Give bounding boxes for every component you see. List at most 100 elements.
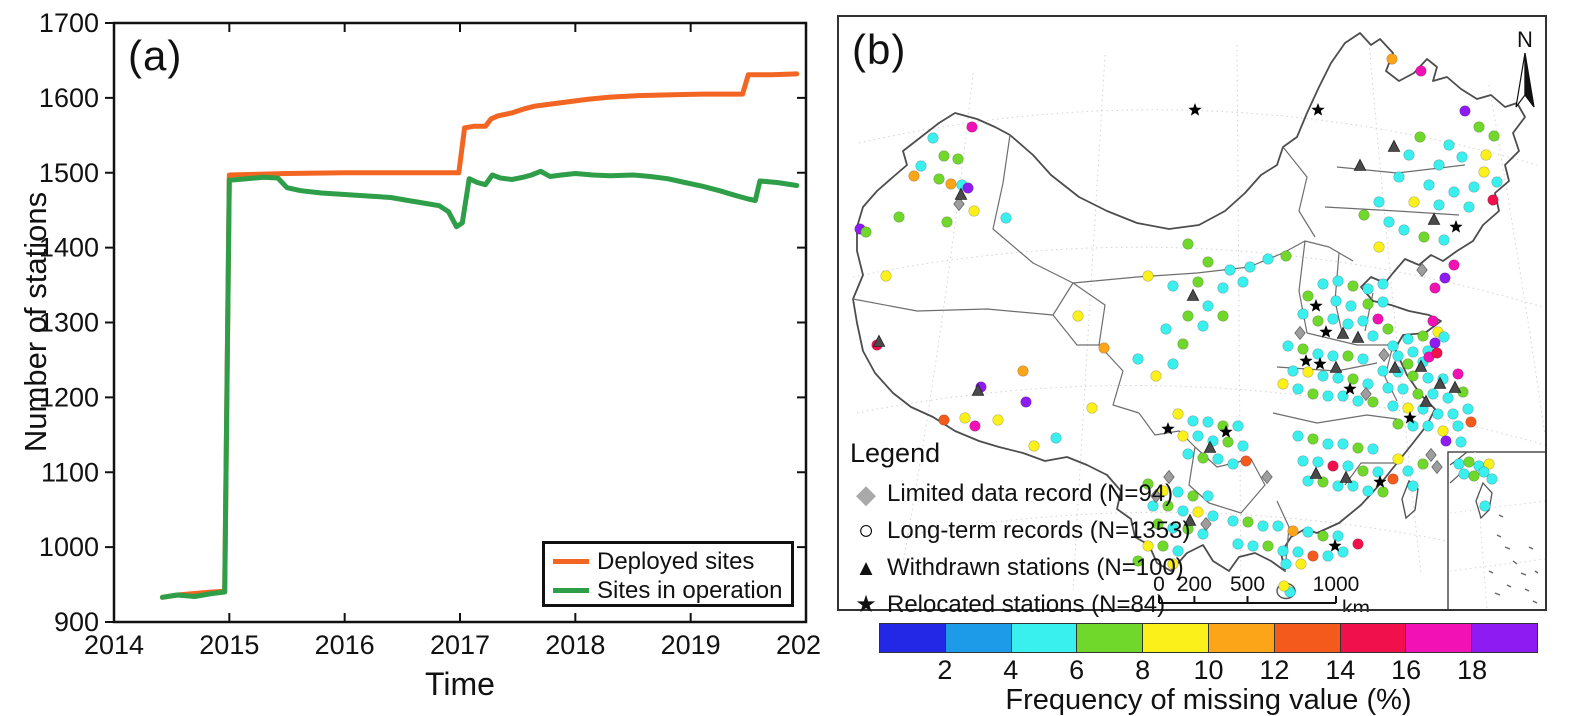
station-marker: [1459, 105, 1471, 117]
colorbar-tick-label: 2: [937, 655, 953, 685]
station-marker: [1397, 383, 1409, 395]
station-marker: [1302, 526, 1314, 538]
station-marker: [1086, 402, 1098, 414]
station-marker: [1388, 360, 1402, 373]
station-marker: [1423, 179, 1435, 191]
scale-bar-label: 0: [1153, 573, 1165, 596]
station-marker: [1465, 416, 1477, 428]
colorbar-segment: [1340, 624, 1407, 652]
station-marker: [1372, 313, 1384, 325]
station-marker: [1287, 365, 1299, 377]
station-marker: [1177, 505, 1189, 517]
station-marker: [1377, 278, 1389, 290]
station-marker: [1429, 282, 1441, 294]
station-marker: [941, 216, 953, 228]
station-marker: [1414, 359, 1428, 372]
station-marker: [1261, 469, 1273, 485]
y-tick-label: 1000: [39, 532, 99, 562]
station-marker: [1462, 403, 1474, 415]
y-tick-label: 1600: [39, 83, 99, 113]
colorbar-tick-label: 6: [1069, 655, 1085, 685]
station-marker: [1217, 282, 1229, 294]
station-marker: [1142, 270, 1154, 282]
station-marker: [1202, 416, 1214, 428]
colorbar-segment: [945, 624, 1012, 652]
north-arrow-right: [1524, 52, 1535, 108]
station-marker: [971, 383, 985, 396]
station-marker: [1163, 469, 1175, 485]
station-marker: [893, 211, 905, 223]
station-marker: [1292, 430, 1304, 442]
station-marker: [872, 334, 886, 347]
colorbar-segment: [1406, 624, 1473, 652]
star-icon: ★: [855, 590, 877, 618]
station-marker: [1262, 253, 1274, 265]
station-marker: [1387, 340, 1399, 352]
station-marker: [1367, 396, 1379, 408]
station-marker: [1028, 440, 1040, 452]
station-marker: [1403, 411, 1417, 424]
station-marker: [1416, 262, 1428, 278]
station-marker: [1362, 485, 1374, 497]
station-marker: [1468, 181, 1480, 193]
station-marker: [1342, 350, 1354, 362]
scale-bar-label: 200: [1177, 573, 1212, 596]
station-marker: [953, 196, 965, 212]
station-marker: [1222, 436, 1234, 448]
station-marker: [1307, 433, 1319, 445]
inset-islands: [1488, 514, 1539, 604]
station-marker: [938, 414, 950, 426]
station-marker: [1277, 545, 1289, 557]
station-marker: [1427, 212, 1441, 225]
station-marker: [1393, 171, 1405, 183]
colorbar-tick-label: 14: [1325, 655, 1356, 685]
station-marker: [1422, 420, 1434, 432]
station-marker: [927, 132, 939, 144]
station-marker: [1342, 318, 1354, 330]
station-marker: [915, 160, 927, 172]
diamond-icon: ◆: [856, 478, 876, 509]
station-marker: [1429, 337, 1441, 349]
station-marker: [1473, 121, 1485, 133]
y-tick-label: 1300: [39, 308, 99, 338]
colorbar-segment: [1208, 624, 1275, 652]
station-marker: [1342, 460, 1354, 472]
stations-triangles: [872, 139, 1462, 526]
colorbar-tick-label: 8: [1135, 655, 1151, 685]
station-marker: [1132, 353, 1144, 365]
station-marker: [1433, 159, 1445, 171]
station-marker: [1317, 530, 1329, 542]
station-marker: [1486, 473, 1498, 485]
station-marker: [1142, 478, 1154, 490]
station-marker: [1177, 338, 1189, 350]
station-marker: [1448, 186, 1460, 198]
station-marker: [880, 270, 892, 282]
station-marker: [1463, 456, 1475, 468]
station-marker: [1142, 540, 1154, 552]
station-marker: [1282, 340, 1294, 352]
x-tick-label: 2015: [199, 630, 259, 660]
station-marker: [1307, 388, 1319, 400]
north-arrow: N: [1515, 27, 1535, 108]
station-marker: [1357, 465, 1369, 477]
station-marker: [1020, 396, 1032, 408]
station-marker: [1387, 400, 1399, 412]
station-marker: [1098, 342, 1110, 354]
station-marker: [1431, 347, 1443, 359]
station-marker: [1328, 539, 1342, 552]
station-marker: [1448, 259, 1460, 271]
station-marker: [962, 182, 974, 194]
panel-a-line-chart: 2014 2015 2016 2017 2018 2019 2020 900 1000 1100 1…: [39, 8, 820, 660]
y-tick-label: 900: [54, 607, 99, 637]
station-marker: [1257, 520, 1269, 532]
station-marker: [1347, 480, 1359, 492]
station-marker: [933, 173, 945, 185]
station-marker: [1317, 476, 1329, 488]
station-marker: [1295, 558, 1307, 570]
station-marker: [1317, 370, 1329, 382]
station-marker: [1377, 296, 1389, 308]
x-tick-label: 2014: [84, 630, 144, 660]
station-marker: [1362, 283, 1374, 295]
station-marker: [1292, 546, 1304, 558]
